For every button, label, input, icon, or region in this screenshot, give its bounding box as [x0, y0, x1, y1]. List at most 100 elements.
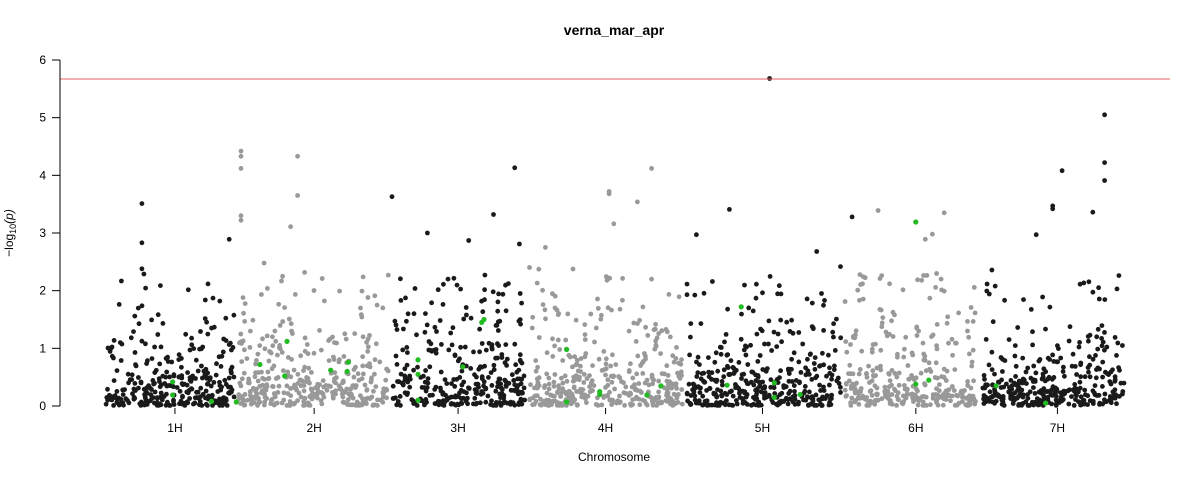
snp-point [170, 383, 176, 389]
snp-point [1087, 354, 1092, 360]
snp-point [970, 347, 976, 353]
top-hit-point [139, 240, 145, 246]
snp-point [479, 376, 485, 382]
snp-point [981, 393, 987, 398]
snp-point [459, 401, 465, 406]
snp-point [818, 363, 823, 369]
snp-point [659, 328, 665, 334]
top-hit-point [694, 232, 699, 238]
snp-point [423, 311, 428, 316]
snp-point [712, 402, 718, 408]
snp-point [512, 341, 518, 347]
top-hit-point [1102, 160, 1107, 166]
snp-point [304, 342, 310, 347]
snp-point [499, 352, 505, 357]
snp-point [423, 368, 428, 373]
snp-point [640, 304, 646, 310]
snp-point [572, 354, 578, 360]
snp-point [486, 340, 492, 346]
snp-point [786, 391, 792, 396]
snp-point [414, 403, 420, 408]
snp-point [502, 399, 507, 404]
snp-point [309, 370, 314, 375]
snp-point [768, 377, 774, 383]
highlighted-marker-point [170, 392, 176, 398]
snp-point [380, 305, 386, 311]
top-hit-point [238, 217, 244, 223]
snp-point [252, 374, 258, 380]
snp-point [432, 387, 438, 392]
snp-point [582, 332, 588, 337]
snp-point [831, 321, 836, 327]
snp-point [695, 370, 701, 376]
snp-point [707, 385, 713, 391]
snp-point [892, 371, 898, 376]
snp-point [656, 389, 661, 395]
snp-point [163, 374, 169, 380]
snp-point [730, 365, 736, 370]
snp-point [888, 398, 893, 403]
snp-point [783, 395, 789, 401]
snp-point [461, 379, 467, 385]
snp-point [141, 386, 147, 392]
snp-point [626, 328, 632, 334]
snp-point [949, 393, 955, 399]
snp-point [760, 379, 765, 385]
snp-point [1081, 397, 1087, 403]
snp-point [1090, 388, 1096, 394]
snp-point [136, 321, 142, 327]
snp-point [552, 343, 557, 349]
snp-point [1025, 365, 1031, 371]
snp-point [517, 352, 523, 358]
snp-point [157, 384, 163, 390]
snp-point [557, 347, 563, 352]
snp-point [518, 400, 524, 406]
snp-point [670, 398, 676, 404]
snp-point [674, 345, 679, 350]
snp-point [242, 347, 247, 353]
snp-point [383, 377, 389, 383]
highlighted-marker-point [1043, 400, 1049, 406]
snp-point [631, 320, 637, 326]
snp-point [1020, 355, 1026, 361]
snp-point [298, 383, 304, 389]
snp-point [463, 397, 469, 403]
snp-point [491, 362, 497, 368]
snp-point [838, 390, 843, 395]
snp-point [1069, 394, 1074, 399]
snp-point [918, 370, 924, 376]
snp-point [498, 385, 504, 391]
snp-point [495, 299, 501, 305]
snp-point [826, 352, 831, 358]
snp-point [729, 388, 734, 394]
snp-point [948, 398, 953, 404]
snp-point [990, 399, 996, 405]
snp-point [317, 382, 322, 387]
snp-point [461, 316, 467, 322]
snp-point [605, 393, 610, 399]
snp-point [628, 403, 634, 408]
snp-point [515, 376, 521, 382]
snp-point [208, 383, 214, 389]
snp-point [452, 353, 458, 359]
snp-point [1016, 403, 1021, 408]
snp-point [509, 372, 515, 378]
snp-point [707, 402, 712, 408]
snp-point [438, 385, 443, 391]
snp-point [331, 357, 337, 362]
snp-point [562, 373, 568, 379]
snp-point [346, 402, 352, 408]
snp-point [987, 389, 993, 395]
snp-point [902, 346, 907, 352]
snp-point [313, 385, 318, 391]
snp-point [187, 396, 193, 401]
snp-point [203, 366, 209, 372]
snp-point [203, 401, 209, 407]
snp-point [216, 354, 222, 360]
snp-point [688, 393, 694, 398]
snp-point [1085, 393, 1091, 399]
snp-point [532, 393, 538, 399]
snp-point [874, 365, 880, 371]
snp-point [1096, 285, 1101, 291]
snp-point [301, 399, 307, 404]
